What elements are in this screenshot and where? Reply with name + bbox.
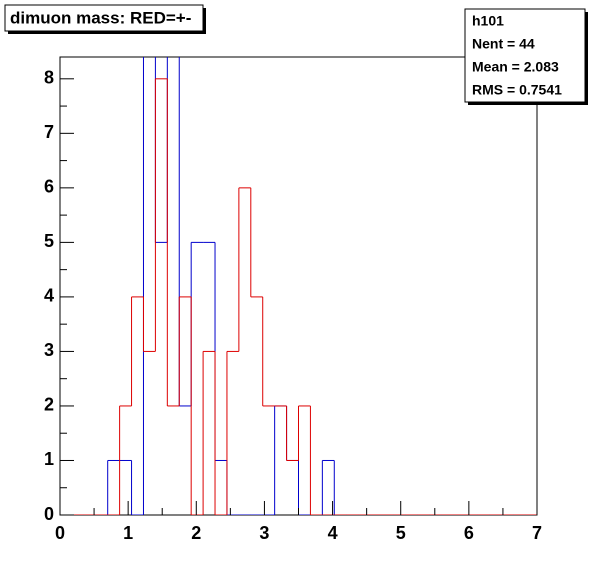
stats-box xyxy=(464,8,586,103)
chart-title: dimuon mass: RED=+- xyxy=(10,8,191,27)
y-tick-label: 6 xyxy=(44,177,54,197)
y-tick-label: 1 xyxy=(44,449,54,469)
x-tick-label: 2 xyxy=(191,523,201,543)
x-tick-label: 4 xyxy=(328,523,338,543)
y-tick-label: 7 xyxy=(44,122,54,142)
stats-line: Nent = 44 xyxy=(472,36,535,52)
stats-line: Mean = 2.083 xyxy=(472,59,559,75)
y-tick-label: 5 xyxy=(44,231,54,251)
stats-line: RMS = 0.7541 xyxy=(472,82,562,98)
plot-area xyxy=(60,57,537,515)
y-tick-label: 2 xyxy=(44,395,54,415)
y-tick-label: 4 xyxy=(44,286,54,306)
x-tick-label: 6 xyxy=(464,523,474,543)
y-tick-label: 0 xyxy=(44,504,54,524)
x-tick-label: 5 xyxy=(396,523,406,543)
y-tick-label: 8 xyxy=(44,68,54,88)
title-box xyxy=(4,4,204,32)
x-tick-label: 1 xyxy=(123,523,133,543)
x-tick-label: 0 xyxy=(55,523,65,543)
x-tick-label: 3 xyxy=(259,523,269,543)
y-tick-label: 3 xyxy=(44,340,54,360)
stats-name: h101 xyxy=(472,13,504,29)
x-tick-label: 7 xyxy=(532,523,542,543)
